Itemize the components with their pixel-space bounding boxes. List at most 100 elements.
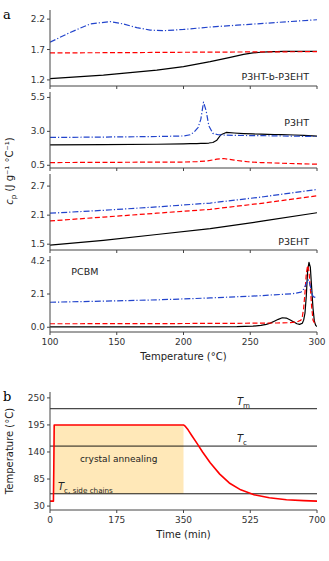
region-label: crystal annealing [80, 454, 157, 464]
x-tick-label: 700 [308, 515, 325, 525]
y-tick-label: 195 [28, 420, 45, 430]
x-tick [116, 168, 117, 171]
y-tick-label: 2.1 [31, 210, 45, 220]
x-axis-label: Time (min) [155, 529, 210, 540]
y-tick [47, 165, 50, 166]
y-tick-label: 1.7 [31, 45, 45, 55]
x-tick [317, 510, 318, 513]
subplot-label: PCBM [71, 266, 98, 277]
y-tick [47, 79, 50, 80]
y-axis-line [50, 10, 51, 86]
plot-area [50, 409, 317, 501]
reference-line-label: Tm [237, 396, 250, 410]
x-tick [317, 332, 318, 335]
series-line [50, 52, 317, 53]
y-tick-label: 4.2 [31, 256, 45, 266]
y-tick [47, 294, 50, 295]
series-line [50, 132, 317, 144]
x-tick [50, 510, 51, 513]
x-tick [250, 510, 251, 513]
y-axis-line [50, 392, 51, 510]
x-tick [250, 332, 251, 335]
y-tick-label: 0.0 [31, 322, 46, 332]
plot-area [50, 189, 317, 245]
plot-area [50, 20, 317, 79]
y-tick [47, 97, 50, 98]
x-tick-label: 200 [175, 337, 192, 347]
y-tick [47, 19, 50, 20]
subplot: 1.5 2.1 2.7 P3EHT [31, 174, 317, 253]
x-tick [250, 250, 251, 253]
x-axis-label: Temperature (°C) [139, 351, 226, 362]
panel-letter: a [3, 7, 11, 22]
reference-line [50, 446, 317, 447]
y-axis-line [50, 92, 51, 168]
y-tick-label: 250 [28, 393, 45, 403]
y-tick-label: 2.1 [31, 289, 45, 299]
reference-line-label: Tc, side chains [58, 481, 113, 495]
y-tick-label: 0.5 [31, 160, 45, 170]
x-tick-label: 525 [242, 515, 259, 525]
series-line [50, 262, 317, 327]
x-tick-label: 0 [47, 515, 53, 525]
subplot: 01753505257003085140195250Time (min)Temp… [3, 389, 326, 540]
series-line [50, 102, 317, 137]
series-line [50, 266, 317, 325]
x-tick [50, 168, 51, 171]
shaded-region [54, 425, 184, 494]
y-axis-label: Temperature (°C) [4, 408, 15, 495]
x-tick [50, 86, 51, 89]
reference-line-label: Tc [237, 433, 247, 447]
y-tick-label: 1.5 [31, 239, 45, 249]
x-tick-label: 250 [242, 337, 259, 347]
y-tick [47, 49, 50, 50]
series-line [50, 159, 317, 165]
y-tick [47, 131, 50, 132]
x-tick-label: 150 [108, 337, 125, 347]
y-tick [47, 451, 50, 452]
y-tick [47, 260, 50, 261]
x-tick [317, 168, 318, 171]
x-tick [50, 250, 51, 253]
x-tick [317, 86, 318, 89]
subplot-label: P3HT-b-P3EHT [242, 71, 310, 82]
x-tick [50, 332, 51, 335]
y-tick-label: 5.5 [31, 92, 45, 102]
y-axis-label: cp (J g⁻¹ °C⁻¹) [4, 137, 18, 204]
x-tick [183, 510, 184, 513]
y-axis-line [50, 174, 51, 250]
y-tick [47, 424, 50, 425]
y-tick [47, 186, 50, 187]
y-tick [47, 397, 50, 398]
x-tick [183, 168, 184, 171]
subplot-label: P3EHT [278, 236, 309, 247]
y-tick-label: 2.7 [31, 181, 45, 191]
y-tick-label: 3.0 [31, 126, 46, 136]
y-tick-label: 85 [34, 474, 45, 484]
x-tick [250, 86, 251, 89]
x-tick [183, 332, 184, 335]
x-tick-label: 175 [108, 515, 125, 525]
series-line [50, 189, 317, 213]
x-tick-label: 350 [175, 515, 192, 525]
series-line [50, 196, 317, 221]
x-tick [116, 510, 117, 513]
x-tick-label: 300 [308, 337, 325, 347]
y-tick [47, 244, 50, 245]
series-line [50, 20, 317, 42]
y-tick-label: 30 [34, 501, 46, 511]
background [0, 0, 329, 561]
series-line [50, 280, 317, 302]
series-line [50, 425, 317, 501]
subplot: 100 150 200 250 300 0.0 2.1 4.2 PCBM Temperature … [31, 256, 326, 362]
reference-line [50, 408, 317, 409]
y-tick [47, 479, 50, 480]
x-tick [116, 86, 117, 89]
x-tick [116, 250, 117, 253]
y-tick-label: 1.2 [31, 75, 45, 85]
y-tick [47, 506, 50, 507]
panel-letter: b [3, 389, 11, 404]
x-tick [183, 86, 184, 89]
x-tick-label: 100 [41, 337, 58, 347]
subplot-label: P3HT [284, 117, 309, 128]
